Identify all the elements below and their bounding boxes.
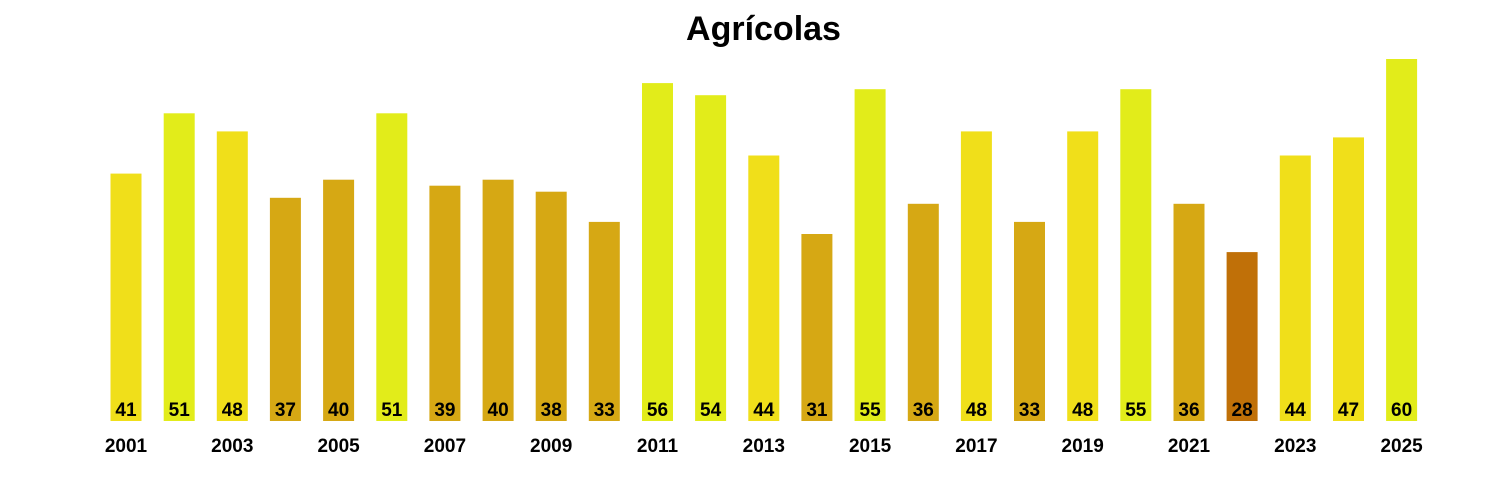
x-tick-label-2001: 2001 <box>105 436 148 457</box>
x-tick-label-2005: 2005 <box>317 436 360 457</box>
bar-2007 <box>429 185 461 421</box>
bar-2012 <box>695 95 727 421</box>
bar-value-label-2004: 37 <box>275 400 296 421</box>
x-tick-label-2025: 2025 <box>1380 436 1423 457</box>
bar-2003 <box>216 131 248 421</box>
bar-value-label-2001: 41 <box>115 400 137 421</box>
bar-value-label-2002: 51 <box>169 400 191 421</box>
bar-value-label-2016: 36 <box>913 400 934 421</box>
bar-value-label-2012: 54 <box>700 400 722 421</box>
x-tick-labels-layer: 2001 2003 2005 2007 2009 2011 2013 2015 2017 2019… <box>105 436 1423 457</box>
bar-2008 <box>482 179 514 421</box>
bar-value-label-2024: 47 <box>1338 400 1359 421</box>
bar-2016 <box>907 203 939 421</box>
bars-layer <box>110 59 1418 422</box>
x-tick-label-2021: 2021 <box>1168 436 1211 457</box>
x-tick-label-2017: 2017 <box>955 436 997 457</box>
bar-2004 <box>269 197 301 421</box>
bar-value-label-2010: 33 <box>594 400 615 421</box>
bar-value-label-2007: 39 <box>434 400 455 421</box>
bar-2024 <box>1333 137 1364 421</box>
bar-2023 <box>1279 155 1311 421</box>
bar-2013 <box>748 155 780 421</box>
x-tick-label-2011: 2011 <box>637 436 679 457</box>
bar-value-label-2014: 31 <box>806 400 828 421</box>
x-tick-label-2015: 2015 <box>849 436 892 457</box>
bar-2021 <box>1173 203 1205 421</box>
bar-2014 <box>801 234 833 421</box>
bar-value-label-2006: 51 <box>381 400 403 421</box>
bar-2020 <box>1120 89 1152 421</box>
x-tick-label-2009: 2009 <box>530 436 572 457</box>
bar-2025 <box>1386 59 1418 421</box>
bar-value-label-2018: 33 <box>1019 400 1040 421</box>
x-tick-label-2007: 2007 <box>424 436 466 457</box>
bar-value-label-2011: 56 <box>647 400 668 421</box>
bar-2018 <box>1014 221 1045 421</box>
bar-2002 <box>163 113 195 422</box>
bar-value-label-2020: 55 <box>1125 400 1147 421</box>
bar-value-label-2015: 55 <box>860 400 882 421</box>
bar-2005 <box>323 179 355 421</box>
bar-value-label-2023: 44 <box>1285 400 1307 421</box>
bar-value-label-2008: 40 <box>488 400 509 421</box>
bar-value-label-2019: 48 <box>1072 400 1093 421</box>
bar-2006 <box>376 113 408 422</box>
bar-value-label-2021: 36 <box>1178 400 1199 421</box>
x-tick-label-2023: 2023 <box>1274 436 1316 457</box>
bar-value-label-2025: 60 <box>1391 400 1412 421</box>
bar-2019 <box>1067 131 1099 421</box>
bar-value-label-2009: 38 <box>541 400 562 421</box>
bar-2022 <box>1226 252 1258 421</box>
bar-2015 <box>854 89 886 421</box>
bar-value-label-2013: 44 <box>753 400 775 421</box>
x-tick-label-2019: 2019 <box>1062 436 1104 457</box>
chart-title: Agrícolas <box>686 10 841 48</box>
x-tick-label-2013: 2013 <box>743 436 785 457</box>
bar-value-label-2017: 48 <box>966 400 987 421</box>
bar-value-label-2022: 28 <box>1232 400 1253 421</box>
bar-2001 <box>110 173 142 421</box>
bar-2009 <box>535 191 567 421</box>
bar-value-label-2003: 48 <box>222 400 243 421</box>
x-tick-label-2003: 2003 <box>211 436 253 457</box>
value-labels-layer: 41 51 48 37 40 51 39 40 38 33 56 54 44 31 55 36 48 33 48 55… <box>115 400 1412 421</box>
bar-2010 <box>588 221 620 421</box>
bar-value-label-2005: 40 <box>328 400 349 421</box>
bar-2011 <box>642 83 673 421</box>
bar-2017 <box>960 131 992 421</box>
